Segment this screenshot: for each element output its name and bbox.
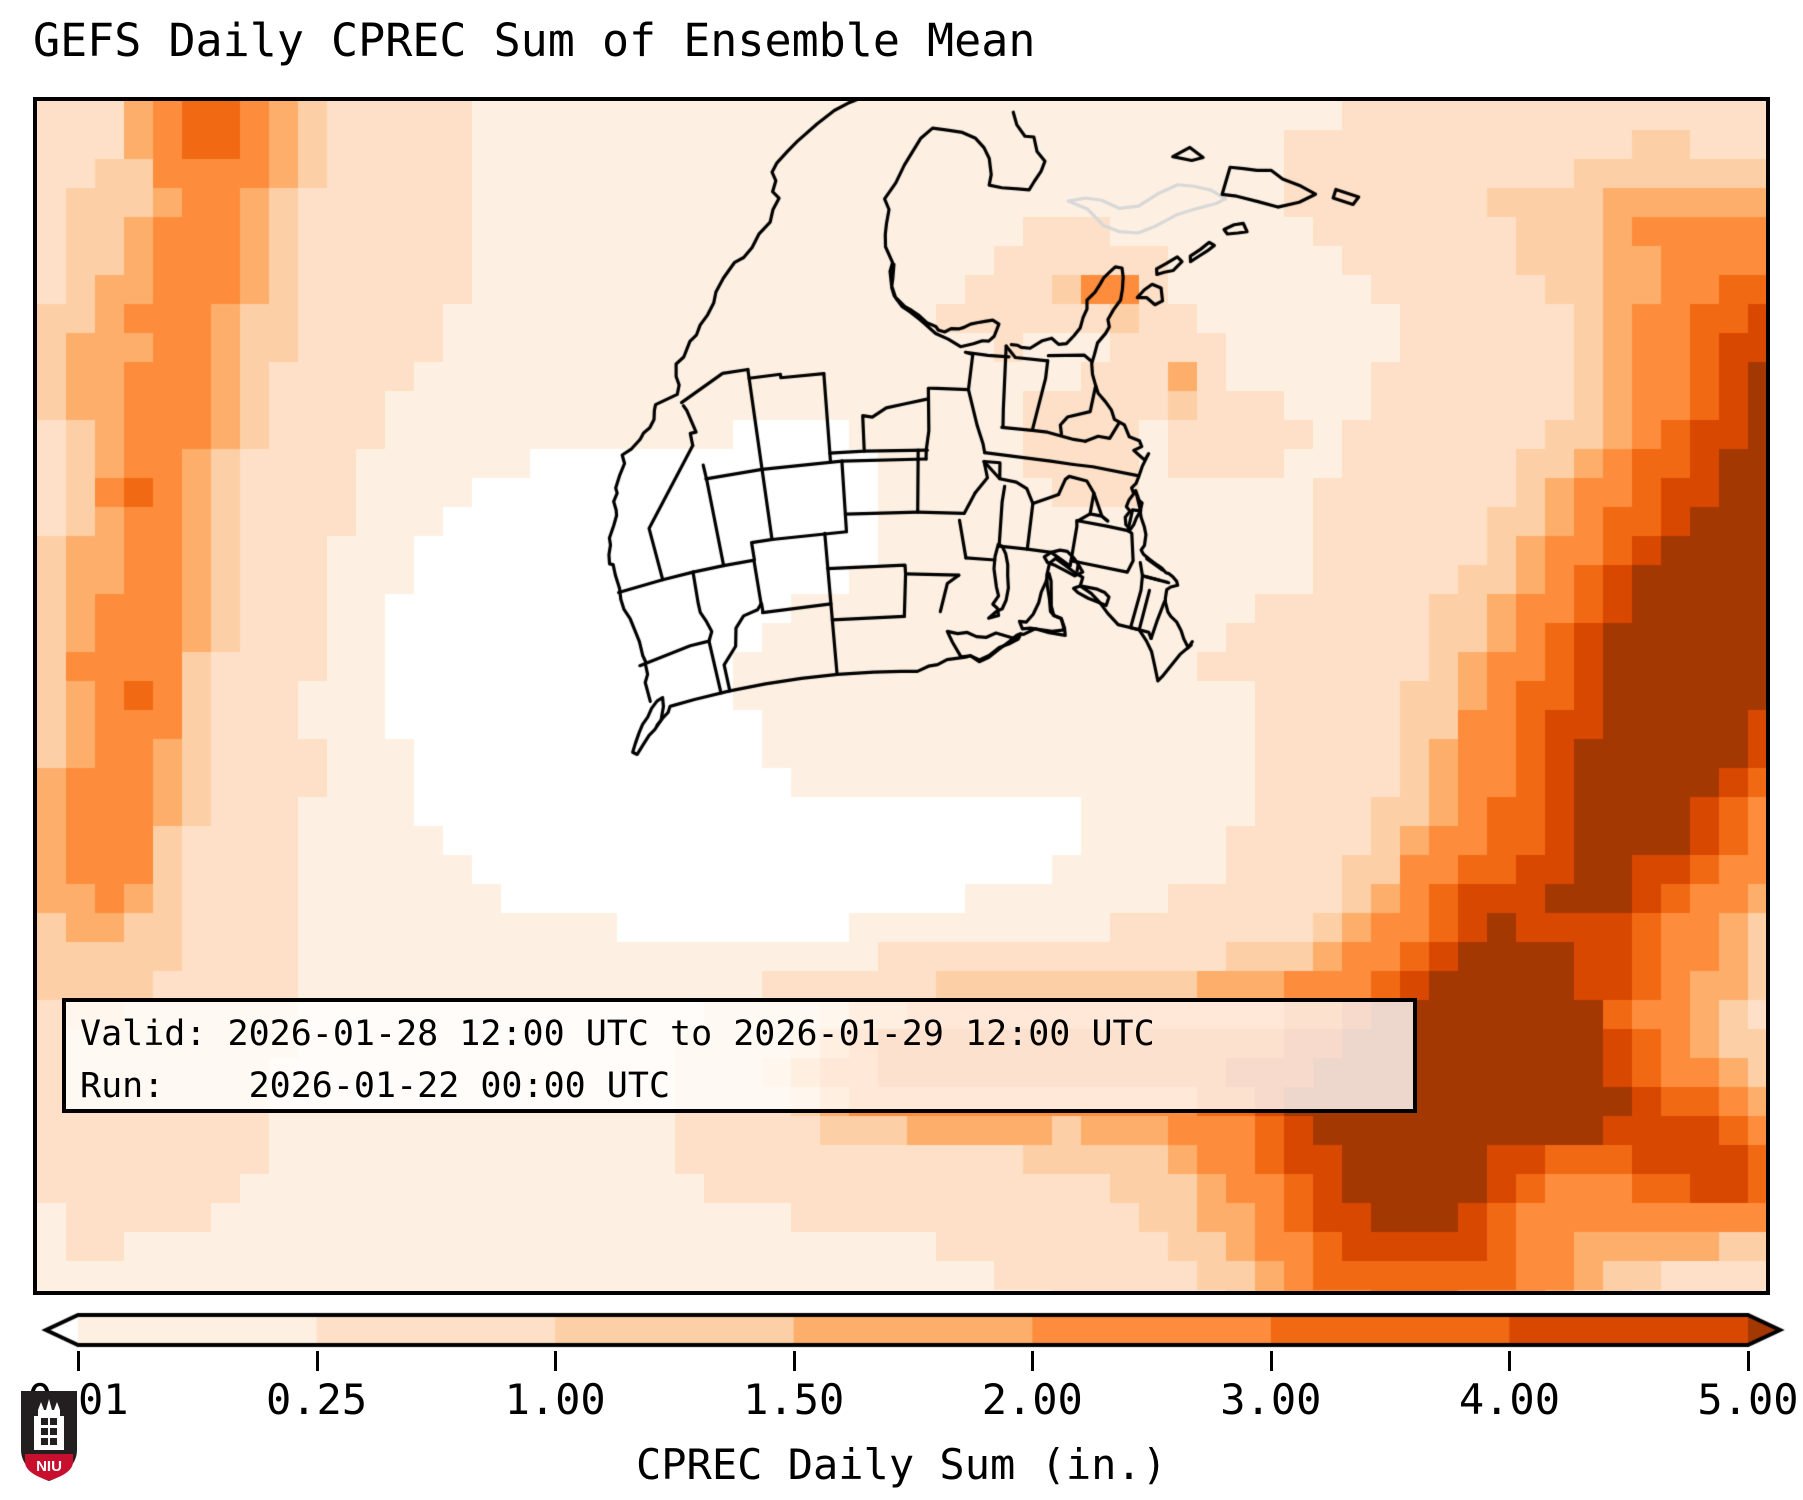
colorbar-tick: [792, 1351, 796, 1371]
colorbar-tick: [315, 1351, 319, 1371]
colorbar-tick-label: 0.25: [265, 1375, 368, 1424]
colorbar-tick: [1269, 1351, 1273, 1371]
colorbar-tick-label: 5.00: [1697, 1375, 1799, 1424]
page-title: GEFS Daily CPREC Sum of Ensemble Mean: [33, 14, 1036, 67]
niu-shield-logo: NIU: [21, 1391, 77, 1481]
colorbar-swatches: [0, 1295, 1803, 1355]
model-run-line: Run: 2026-01-22 00:00 UTC: [80, 1066, 671, 1106]
colorbar-tick-label: 4.00: [1458, 1375, 1560, 1424]
colorbar-tick: [1508, 1351, 1512, 1371]
colorbar-tick: [554, 1351, 558, 1371]
colorbar-tick: [1747, 1351, 1750, 1371]
svg-text:NIU: NIU: [36, 1458, 62, 1475]
colorbar-tick-label: 1.00: [504, 1375, 606, 1424]
valid-time-line: Valid: 2026-01-28 12:00 UTC to 2026-01-2…: [80, 1014, 1155, 1054]
colorbar-tick: [1031, 1351, 1035, 1371]
colorbar: 0.01 0.25 1.00 1.50 2.00 3.00 4.00 5.00: [0, 1295, 1803, 1500]
valid-time-annotation-box: Valid: 2026-01-28 12:00 UTC to 2026-01-2…: [62, 998, 1417, 1113]
colorbar-axis-label: CPREC Daily Sum (in.): [635, 1440, 1167, 1489]
colorbar-tick: [77, 1351, 80, 1371]
colorbar-tick-label: 1.50: [743, 1375, 845, 1424]
colorbar-tick-label: 2.00: [981, 1375, 1083, 1424]
colorbar-tick-label: 3.00: [1220, 1375, 1322, 1424]
map-panel: Valid: 2026-01-28 12:00 UTC to 2026-01-2…: [33, 97, 1770, 1295]
